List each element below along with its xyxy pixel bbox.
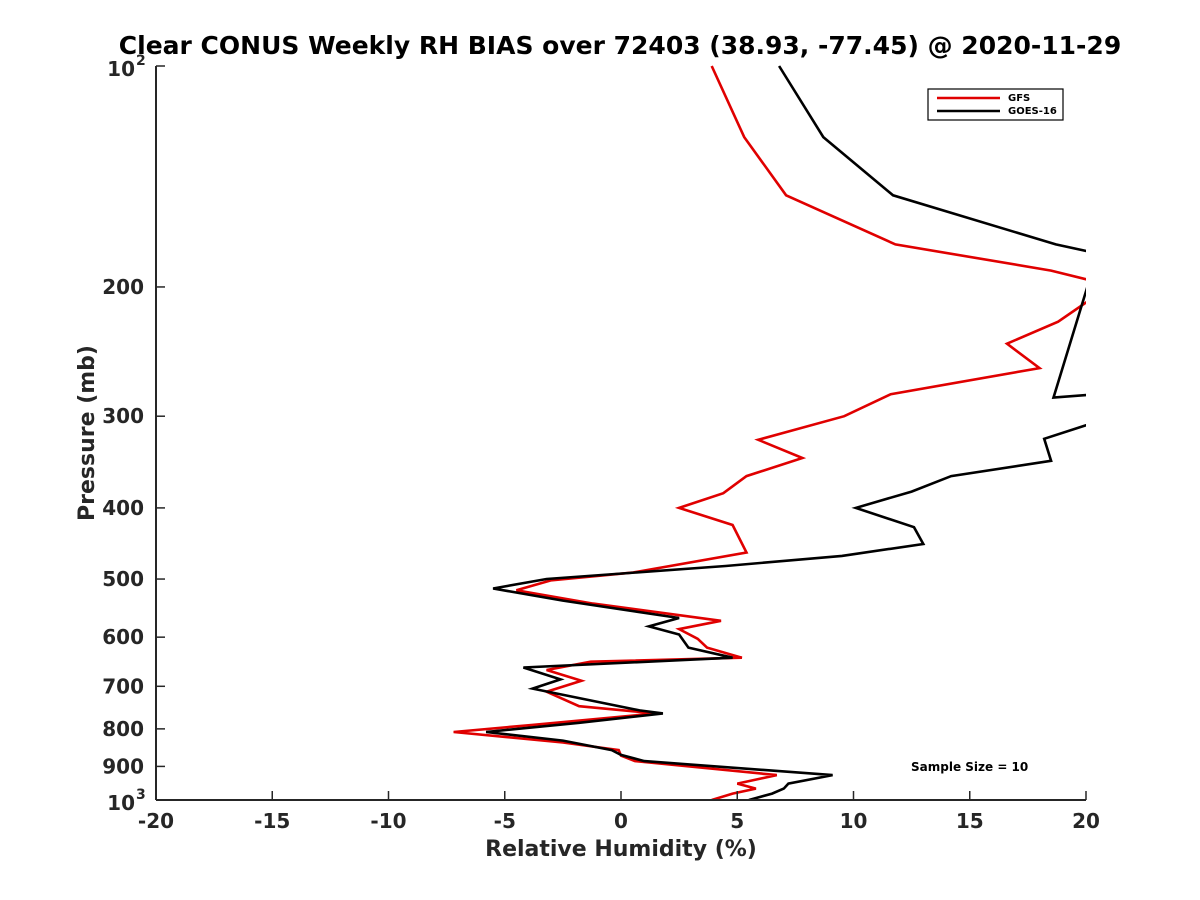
- series-line-goes-16: [485, 65, 1086, 801]
- y-tick-label-exponent: 2: [136, 53, 146, 69]
- x-tick-label: 5: [730, 809, 744, 833]
- chart-title: Clear CONUS Weekly RH BIAS over 72403 (3…: [119, 31, 1121, 60]
- y-tick-label: 200: [102, 275, 144, 299]
- y-tick-label: 600: [102, 625, 144, 649]
- y-tick-label: 10: [107, 791, 135, 815]
- y-tick-label: 10: [107, 57, 135, 81]
- x-tick-label: -20: [138, 809, 174, 833]
- x-tick-label: 15: [956, 809, 984, 833]
- y-tick-label: 300: [102, 404, 144, 428]
- x-tick-label: 20: [1072, 809, 1100, 833]
- y-tick-label-exponent: 3: [136, 787, 146, 803]
- x-tick-label: -10: [370, 809, 406, 833]
- legend-box: [927, 88, 1064, 121]
- y-tick-label: 500: [102, 567, 144, 591]
- x-axis-label: Relative Humidity (%): [485, 837, 757, 862]
- y-tick-label: 900: [102, 754, 144, 778]
- series-layer: [453, 65, 1086, 801]
- y-tick-label: 700: [102, 674, 144, 698]
- y-axis-label: Pressure (mb): [75, 345, 100, 521]
- x-tick-label: -15: [254, 809, 290, 833]
- legend: GFS GOES-16: [927, 88, 1064, 121]
- legend-label-gfs: GFS: [1008, 93, 1030, 104]
- x-tick-label: 0: [614, 809, 628, 833]
- y-tick-label: 400: [102, 496, 144, 520]
- plot-area: [156, 66, 1086, 800]
- x-tick-label: 10: [840, 809, 868, 833]
- sample-size-annotation: Sample Size = 10: [911, 760, 1028, 774]
- y-tick-label: 800: [102, 717, 144, 741]
- x-tick-label: -5: [494, 809, 516, 833]
- legend-label-goes-16: GOES-16: [1008, 106, 1057, 117]
- x-ticks: -20 -15 -10 -5 0 5 10 15 20: [138, 791, 1100, 833]
